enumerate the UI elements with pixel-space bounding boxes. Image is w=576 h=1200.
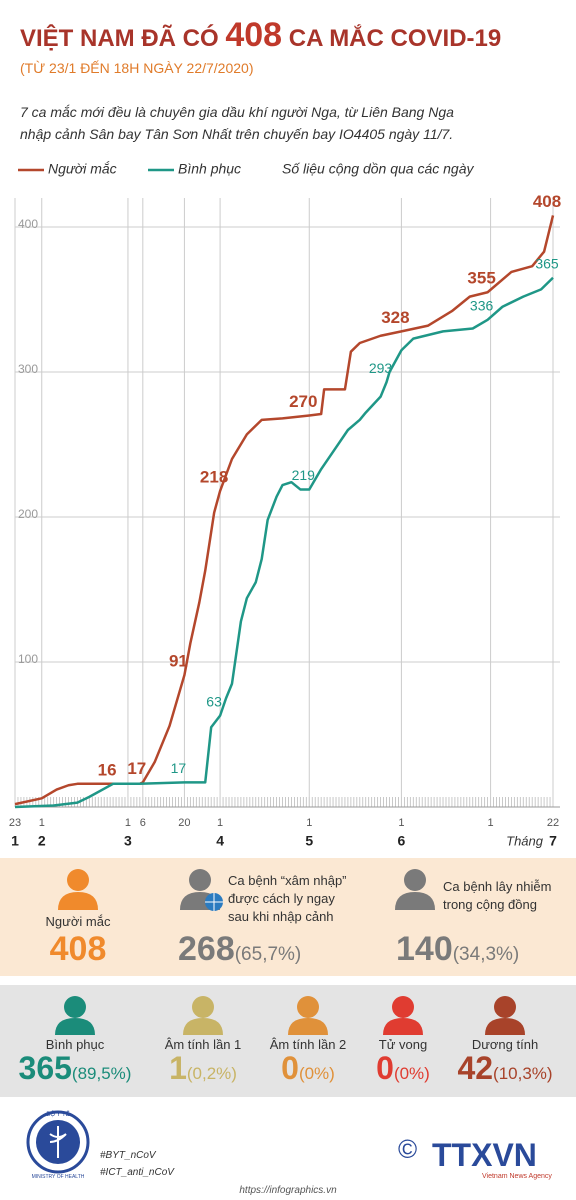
month-label: 5: [305, 833, 313, 849]
value: 268: [178, 930, 235, 968]
value: 42: [457, 1050, 494, 1086]
icons-bottom: [55, 996, 525, 1035]
data-label: 219: [292, 467, 316, 483]
month-label: 7: [549, 833, 557, 849]
pct: (89,5%): [71, 1064, 132, 1083]
summary-value: 0(0%): [238, 1050, 378, 1087]
subtitle: (TỪ 23/1 ĐẾN 18H NGÀY 22/7/2020): [20, 60, 254, 76]
month-label: 3: [124, 833, 132, 849]
label-line: Ca bệnh “xâm nhập”: [228, 873, 347, 888]
series-line: [14, 276, 554, 809]
hashtag: #BYT_nCoV: [100, 1150, 157, 1161]
month-label: 2: [38, 833, 46, 849]
data-label: 17: [127, 759, 146, 778]
data-label: 91: [169, 652, 188, 671]
x-tick-label: 6: [140, 817, 146, 829]
summary-value: 365(89,5%): [5, 1050, 145, 1087]
summary-label: Tử vong: [378, 1037, 428, 1052]
data-label: 270: [289, 392, 317, 411]
chart: Số liệu cộng dồn qua các ngày 23 1 1 6 20 1 1 1…: [9, 161, 561, 849]
logo-text: BỘ Y TẾ: [46, 1111, 69, 1118]
x-tick-label: 1: [217, 817, 223, 829]
x-tick-label: 1: [488, 817, 494, 829]
icons-top: [58, 869, 435, 911]
summary-value: 1(0,2%): [133, 1050, 273, 1087]
summary-label: Dương tính: [471, 1037, 539, 1052]
summary-label: Bình phục: [45, 1037, 105, 1052]
legend-label: Người mắc: [48, 161, 117, 177]
month-label: 6: [398, 833, 406, 849]
pct: (65,7%): [234, 944, 302, 965]
title-part: VIỆT NAM ĐÃ CÓ: [20, 25, 219, 52]
label-line: sau khi nhập cảnh: [228, 909, 334, 924]
hashtag: #ICT_anti_nCoV: [100, 1167, 175, 1178]
pct: (34,3%): [452, 944, 520, 965]
y-tick-label: 200: [18, 507, 38, 521]
summary-value: 268(65,7%): [178, 930, 301, 969]
data-label: 218: [200, 467, 228, 486]
summary-label: Ca bệnh lây nhiễm trong cộng đồng: [443, 878, 551, 914]
value: 1: [169, 1050, 187, 1086]
data-label: 408: [533, 192, 561, 211]
summary-label: Ca bệnh “xâm nhập” được cách ly ngay sau…: [228, 872, 347, 926]
data-label: 336: [470, 298, 494, 314]
value: 140: [396, 930, 453, 968]
x-tick-label: 23: [9, 817, 21, 829]
summary-label: Người mắc: [45, 914, 111, 929]
copyright: ©: [398, 1134, 417, 1164]
description: 7 ca mắc mới đều là chuyên gia dầu khí n…: [20, 104, 454, 120]
month-label: 4: [216, 833, 224, 849]
label-line: Ca bệnh lây nhiễm: [443, 879, 552, 894]
pct: (10,3%): [493, 1064, 553, 1083]
x-tick-label: 1: [306, 817, 312, 829]
data-label: 328: [381, 308, 409, 327]
summary-value: 42(10,3%): [435, 1050, 575, 1087]
x-tick-label: 1: [125, 817, 131, 829]
summary-bottom: [0, 985, 576, 1097]
value: 365: [18, 1050, 72, 1086]
agency: TTXVN: [432, 1137, 537, 1173]
data-label: 293: [369, 360, 393, 376]
y-tick-label: 400: [18, 217, 38, 231]
pct: (0,2%): [186, 1064, 237, 1083]
value: 0: [376, 1050, 394, 1086]
summary-label: Âm tính lần 1: [164, 1037, 242, 1052]
label-line: trong cộng đồng: [443, 897, 537, 912]
x-tick-label: 22: [547, 817, 559, 829]
x-tick-label: 1: [398, 817, 404, 829]
title-number: 408: [225, 16, 283, 54]
footer: BỘ Y TẾ MINISTRY OF HEALTH #BYT_nCoV #IC…: [26, 1110, 552, 1196]
data-label: 16: [98, 760, 117, 779]
data-label: 365: [535, 255, 559, 271]
legend-label: Bình phục: [178, 161, 241, 177]
x-tick-label: 20: [178, 817, 190, 829]
title: VIỆT NAM ĐÃ CÓ 408 CA MẮC COVID-19: [20, 16, 501, 55]
agency-sub: Vietnam News Agency: [482, 1173, 552, 1180]
description: nhập cảnh Sân bay Tân Sơn Nhất trên chuy…: [20, 126, 454, 142]
x-tick-label: 1: [39, 817, 45, 829]
y-tick-label: 300: [18, 362, 38, 376]
pct: (0%): [393, 1064, 430, 1083]
data-label: 17: [171, 760, 187, 776]
summary-label: Âm tính lần 2: [269, 1037, 347, 1052]
pct: (0%): [298, 1064, 335, 1083]
summary-value: 0(0%): [333, 1050, 473, 1087]
data-label: 63: [206, 693, 222, 709]
summary-value: 408: [49, 930, 107, 968]
label-line: được cách ly ngay: [228, 891, 335, 906]
value: 0: [281, 1050, 299, 1086]
url: https://infographics.vn: [239, 1185, 337, 1196]
logo-text: MINISTRY OF HEALTH: [32, 1174, 85, 1180]
data-label: 355: [467, 269, 495, 288]
summary-value: 140(34,3%): [396, 930, 519, 969]
y-tick-label: 100: [18, 652, 38, 666]
chart-note: Số liệu cộng dồn qua các ngày: [282, 161, 474, 177]
month-word: Tháng: [506, 833, 544, 848]
summary-top: [0, 858, 576, 976]
title-part: CA MẮC COVID-19: [288, 25, 502, 52]
month-label: 1: [11, 833, 19, 849]
